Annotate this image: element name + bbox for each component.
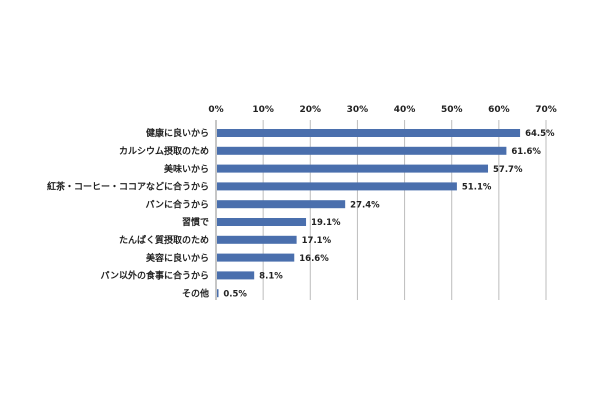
- bar: [217, 235, 297, 244]
- data-label: 0.5%: [223, 289, 247, 299]
- x-tick-label: 50%: [441, 105, 463, 115]
- bar: [217, 200, 346, 209]
- data-label: 17.1%: [302, 236, 332, 246]
- data-label: 57.7%: [493, 165, 523, 175]
- data-labels: 64.5% 61.6% 57.7%51.1% 27.4% 19.1% 17.1% 16.6%…: [223, 129, 555, 299]
- x-tick-label: 10%: [252, 105, 274, 115]
- data-label: 19.1%: [311, 218, 341, 228]
- category-label: その他: [182, 287, 209, 299]
- bar: [217, 129, 521, 137]
- bar: [217, 253, 295, 262]
- data-label: 27.4%: [350, 200, 380, 210]
- x-axis-tick-labels: 0% 10% 20% 30% 40% 50% 60% 70%: [208, 105, 556, 115]
- category-label: 美味いから: [164, 163, 209, 175]
- bars: [217, 129, 521, 298]
- category-label: 美容に良いから: [146, 252, 209, 264]
- category-label: カルシウム摂取のため: [119, 145, 209, 157]
- x-tick-label: 0%: [208, 105, 223, 115]
- category-label: パンに合うから: [146, 198, 209, 210]
- bar: [217, 271, 255, 280]
- category-label: パン以外の食事に合うから: [101, 270, 209, 282]
- bar: [217, 164, 489, 173]
- bar: [217, 146, 507, 155]
- category-label: 健康に良いから: [146, 127, 209, 139]
- category-label: たんぱく質摂取のため: [119, 234, 209, 246]
- data-label: 51.1%: [462, 183, 492, 193]
- bar: [217, 289, 219, 298]
- data-label: 8.1%: [259, 272, 283, 282]
- x-tick-label: 70%: [535, 105, 557, 115]
- data-label: 61.6%: [511, 147, 541, 157]
- x-tick-label: 60%: [488, 105, 510, 115]
- bar: [217, 218, 307, 226]
- bar: [217, 182, 457, 191]
- x-tick-label: 40%: [394, 105, 416, 115]
- x-tick-label: 30%: [347, 105, 369, 115]
- x-tick-label: 20%: [300, 105, 322, 115]
- category-label: 習慣で: [182, 216, 209, 228]
- data-label: 64.5%: [525, 129, 555, 139]
- category-label: 紅茶・コーヒー・ココアなどに合うから: [47, 181, 209, 193]
- category-labels: 健康に良いからカルシウム摂取のため美味いから紅茶・コーヒー・ココアなどに合うから…: [47, 127, 209, 299]
- data-label: 16.6%: [299, 254, 329, 264]
